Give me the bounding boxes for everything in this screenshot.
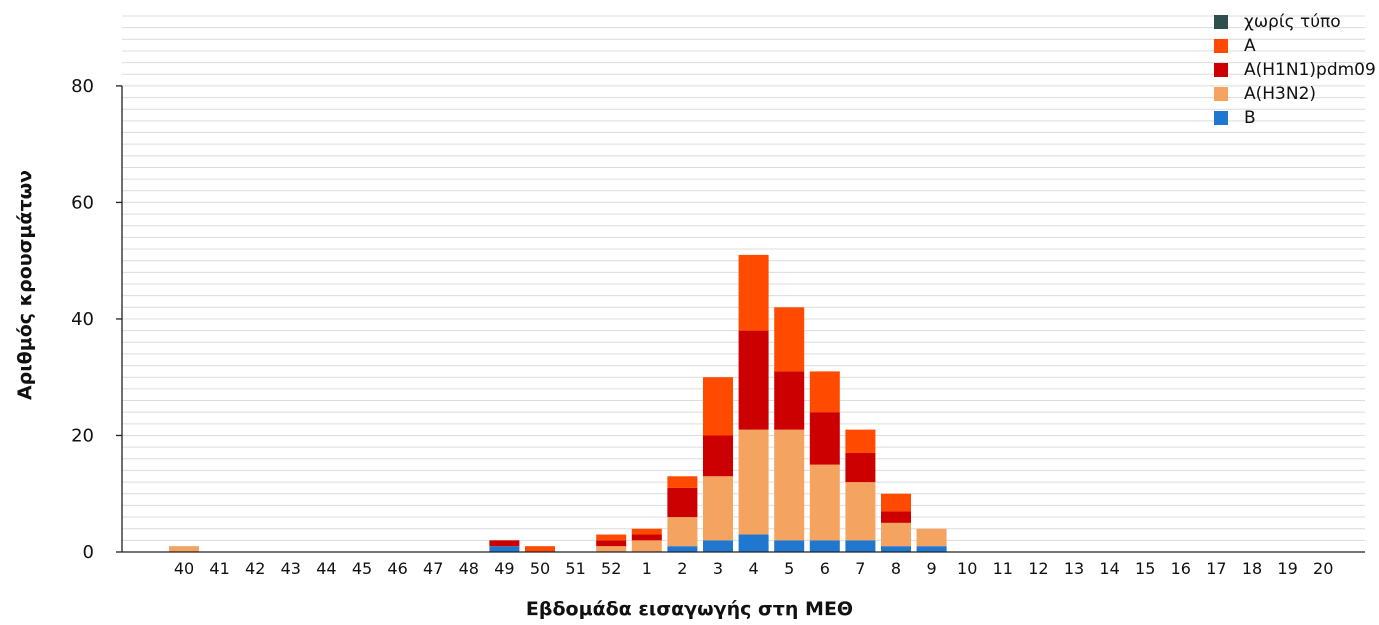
y-tick-label: 80	[71, 76, 94, 97]
bar-segment	[916, 546, 947, 552]
x-tick-label: 45	[352, 559, 372, 578]
legend-label: A	[1244, 36, 1256, 56]
legend-swatch	[1214, 15, 1228, 29]
x-tick-label: 16	[1171, 559, 1191, 578]
x-tick-label: 44	[316, 559, 336, 578]
x-tick-label: 41	[209, 559, 229, 578]
legend-label: B	[1244, 108, 1256, 128]
bar-segment	[631, 540, 662, 552]
bar-segment	[845, 540, 876, 552]
x-tick-label: 47	[423, 559, 443, 578]
x-tick-label: 1	[642, 559, 652, 578]
x-tick-label: 52	[601, 559, 621, 578]
bar-segment	[774, 371, 805, 430]
bar-segment	[916, 528, 947, 547]
legend-swatch	[1214, 39, 1228, 53]
bar-segment	[703, 476, 733, 541]
y-tick-label: 0	[83, 542, 94, 563]
legend-label: A(H3N2)	[1244, 84, 1317, 104]
bar-segment	[169, 546, 199, 552]
x-tick-label: 12	[1028, 559, 1048, 578]
legend-label: A(H1N1)pdm09	[1244, 60, 1376, 80]
bar-segment	[881, 511, 911, 523]
bar-segment	[774, 540, 805, 552]
bar-segment	[703, 377, 733, 436]
bar-segment	[667, 546, 698, 552]
legend-item: A(H3N2)	[1214, 82, 1376, 106]
x-tick-label: 14	[1099, 559, 1119, 578]
bar-segment	[631, 528, 662, 535]
legend-item: B	[1214, 106, 1376, 130]
x-tick-label: 5	[784, 559, 794, 578]
x-tick-label: 48	[459, 559, 479, 578]
bar-segment	[667, 487, 698, 518]
x-tick-label: 20	[1313, 559, 1333, 578]
bar-segment	[809, 540, 840, 552]
chart-legend: χωρίς τύπο A A(H1N1)pdm09 A(H3N2) B	[1214, 10, 1376, 130]
bar-segment	[489, 546, 520, 552]
x-tick-label: 3	[713, 559, 723, 578]
bar-segment	[845, 452, 876, 483]
legend-swatch	[1214, 63, 1228, 77]
x-tick-label: 13	[1064, 559, 1084, 578]
x-tick-label: 19	[1277, 559, 1297, 578]
bar-segment	[738, 429, 769, 535]
x-tick-label: 9	[927, 559, 937, 578]
bar-segment	[525, 546, 555, 552]
bar-segment	[845, 482, 876, 541]
legend-swatch	[1214, 111, 1228, 125]
bar-segment	[809, 371, 840, 413]
bar-segment	[596, 540, 627, 547]
x-tick-label: 43	[281, 559, 301, 578]
x-tick-label: 17	[1206, 559, 1226, 578]
bar-segment	[631, 534, 662, 541]
bar-segment	[881, 493, 911, 512]
bar-segment	[881, 546, 911, 552]
legend-swatch	[1214, 87, 1228, 101]
y-axis-label: Αριθμός κρουσμάτων	[14, 169, 36, 401]
bar-segment	[774, 429, 805, 541]
x-tick-label: 46	[387, 559, 407, 578]
y-tick-label: 40	[71, 309, 94, 330]
bar-segment	[881, 522, 911, 547]
x-tick-label: 10	[957, 559, 977, 578]
legend-item: A	[1214, 34, 1376, 58]
x-tick-label: 18	[1242, 559, 1262, 578]
x-tick-label: 42	[245, 559, 265, 578]
bar-segment	[738, 330, 769, 430]
x-tick-label: 11	[993, 559, 1013, 578]
x-tick-label: 50	[530, 559, 550, 578]
bar-segment	[596, 546, 627, 552]
bar-segment	[738, 254, 769, 331]
bar-segment	[738, 534, 769, 552]
bar-segment	[809, 412, 840, 465]
bar-segment	[774, 307, 805, 372]
legend-item: A(H1N1)pdm09	[1214, 58, 1376, 82]
x-tick-label: 49	[494, 559, 514, 578]
bar-segment	[667, 517, 698, 547]
x-tick-label: 51	[565, 559, 585, 578]
x-tick-label: 8	[891, 559, 901, 578]
bar-segment	[809, 464, 840, 541]
x-tick-label: 6	[820, 559, 830, 578]
legend-label: χωρίς τύπο	[1244, 12, 1341, 32]
x-axis-label: Εβδομάδα εισαγωγής στη ΜΕΘ	[525, 598, 854, 620]
bar-segment	[489, 540, 520, 547]
y-tick-label: 60	[71, 192, 94, 213]
x-tick-label: 15	[1135, 559, 1155, 578]
x-tick-label: 4	[749, 559, 759, 578]
bar-segment	[596, 534, 627, 541]
legend-item: χωρίς τύπο	[1214, 10, 1376, 34]
bar-segment	[703, 540, 733, 552]
bar-segment	[667, 476, 698, 488]
x-tick-label: 7	[855, 559, 865, 578]
y-tick-label: 20	[71, 425, 94, 446]
bar-segment	[703, 435, 733, 477]
x-tick-label: 40	[174, 559, 194, 578]
bar-segment	[845, 429, 876, 453]
x-tick-label: 2	[677, 559, 687, 578]
